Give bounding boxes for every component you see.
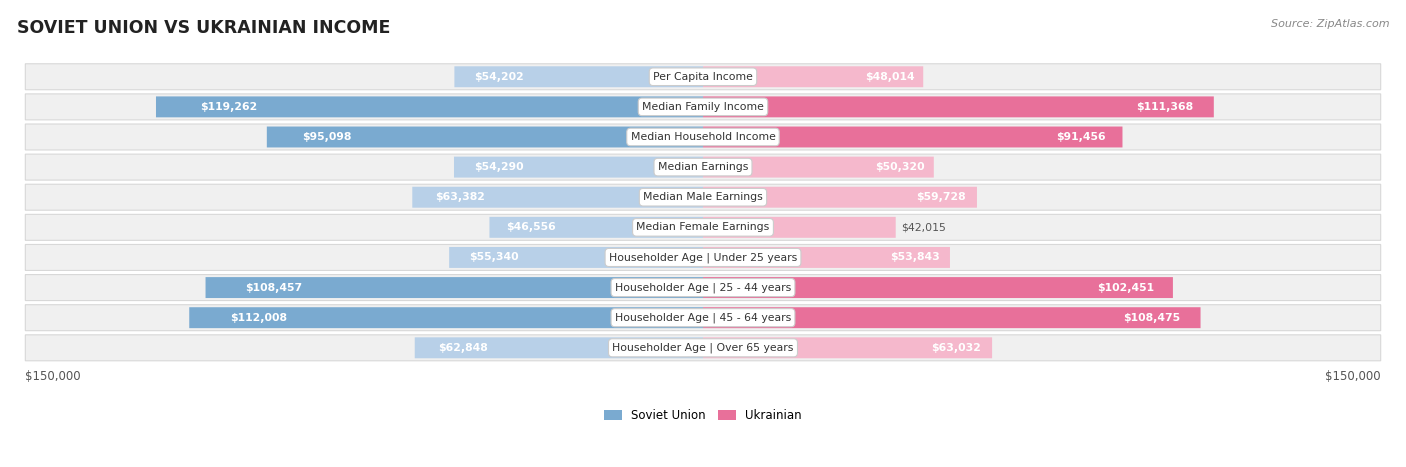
FancyBboxPatch shape: [703, 96, 1213, 117]
Text: $48,014: $48,014: [865, 72, 914, 82]
Text: Householder Age | Under 25 years: Householder Age | Under 25 years: [609, 252, 797, 263]
FancyBboxPatch shape: [190, 307, 703, 328]
Text: Median Male Earnings: Median Male Earnings: [643, 192, 763, 202]
Text: $102,451: $102,451: [1097, 283, 1154, 292]
FancyBboxPatch shape: [25, 214, 1381, 241]
Text: $46,556: $46,556: [506, 222, 557, 233]
Text: Householder Age | Over 65 years: Householder Age | Over 65 years: [612, 343, 794, 353]
Text: $150,000: $150,000: [1324, 370, 1381, 383]
Text: $53,843: $53,843: [890, 253, 941, 262]
FancyBboxPatch shape: [25, 304, 1381, 331]
Text: Median Female Earnings: Median Female Earnings: [637, 222, 769, 233]
Text: Median Household Income: Median Household Income: [630, 132, 776, 142]
FancyBboxPatch shape: [703, 247, 950, 268]
FancyBboxPatch shape: [489, 217, 703, 238]
Text: $91,456: $91,456: [1056, 132, 1105, 142]
FancyBboxPatch shape: [703, 337, 993, 358]
FancyBboxPatch shape: [156, 96, 703, 117]
Text: $150,000: $150,000: [25, 370, 82, 383]
FancyBboxPatch shape: [703, 187, 977, 208]
FancyBboxPatch shape: [25, 154, 1381, 180]
Text: $119,262: $119,262: [200, 102, 257, 112]
FancyBboxPatch shape: [415, 337, 703, 358]
Text: $42,015: $42,015: [901, 222, 946, 233]
Text: Per Capita Income: Per Capita Income: [652, 72, 754, 82]
FancyBboxPatch shape: [25, 124, 1381, 150]
FancyBboxPatch shape: [25, 64, 1381, 90]
Text: $63,032: $63,032: [931, 343, 980, 353]
Legend: Soviet Union, Ukrainian: Soviet Union, Ukrainian: [599, 404, 807, 427]
Text: Householder Age | 25 - 44 years: Householder Age | 25 - 44 years: [614, 283, 792, 293]
Text: $108,457: $108,457: [245, 283, 302, 292]
Text: $50,320: $50,320: [875, 162, 925, 172]
FancyBboxPatch shape: [412, 187, 703, 208]
Text: SOVIET UNION VS UKRAINIAN INCOME: SOVIET UNION VS UKRAINIAN INCOME: [17, 19, 391, 37]
FancyBboxPatch shape: [25, 94, 1381, 120]
Text: Source: ZipAtlas.com: Source: ZipAtlas.com: [1271, 19, 1389, 28]
Text: $95,098: $95,098: [302, 132, 352, 142]
FancyBboxPatch shape: [703, 277, 1173, 298]
FancyBboxPatch shape: [703, 127, 1122, 148]
Text: $63,382: $63,382: [436, 192, 485, 202]
Text: Householder Age | 45 - 64 years: Householder Age | 45 - 64 years: [614, 312, 792, 323]
FancyBboxPatch shape: [703, 156, 934, 177]
FancyBboxPatch shape: [25, 275, 1381, 301]
FancyBboxPatch shape: [25, 184, 1381, 210]
Text: $108,475: $108,475: [1123, 313, 1181, 323]
Text: $111,368: $111,368: [1136, 102, 1194, 112]
FancyBboxPatch shape: [703, 307, 1201, 328]
FancyBboxPatch shape: [449, 247, 703, 268]
FancyBboxPatch shape: [703, 66, 924, 87]
Text: Median Earnings: Median Earnings: [658, 162, 748, 172]
Text: $55,340: $55,340: [470, 253, 519, 262]
FancyBboxPatch shape: [454, 66, 703, 87]
Text: $59,728: $59,728: [917, 192, 966, 202]
FancyBboxPatch shape: [25, 244, 1381, 270]
FancyBboxPatch shape: [454, 156, 703, 177]
Text: $62,848: $62,848: [437, 343, 488, 353]
Text: Median Family Income: Median Family Income: [643, 102, 763, 112]
FancyBboxPatch shape: [25, 335, 1381, 361]
FancyBboxPatch shape: [267, 127, 703, 148]
FancyBboxPatch shape: [205, 277, 703, 298]
Text: $54,290: $54,290: [474, 162, 523, 172]
Text: $54,202: $54,202: [474, 72, 524, 82]
Text: $112,008: $112,008: [231, 313, 287, 323]
FancyBboxPatch shape: [703, 217, 896, 238]
